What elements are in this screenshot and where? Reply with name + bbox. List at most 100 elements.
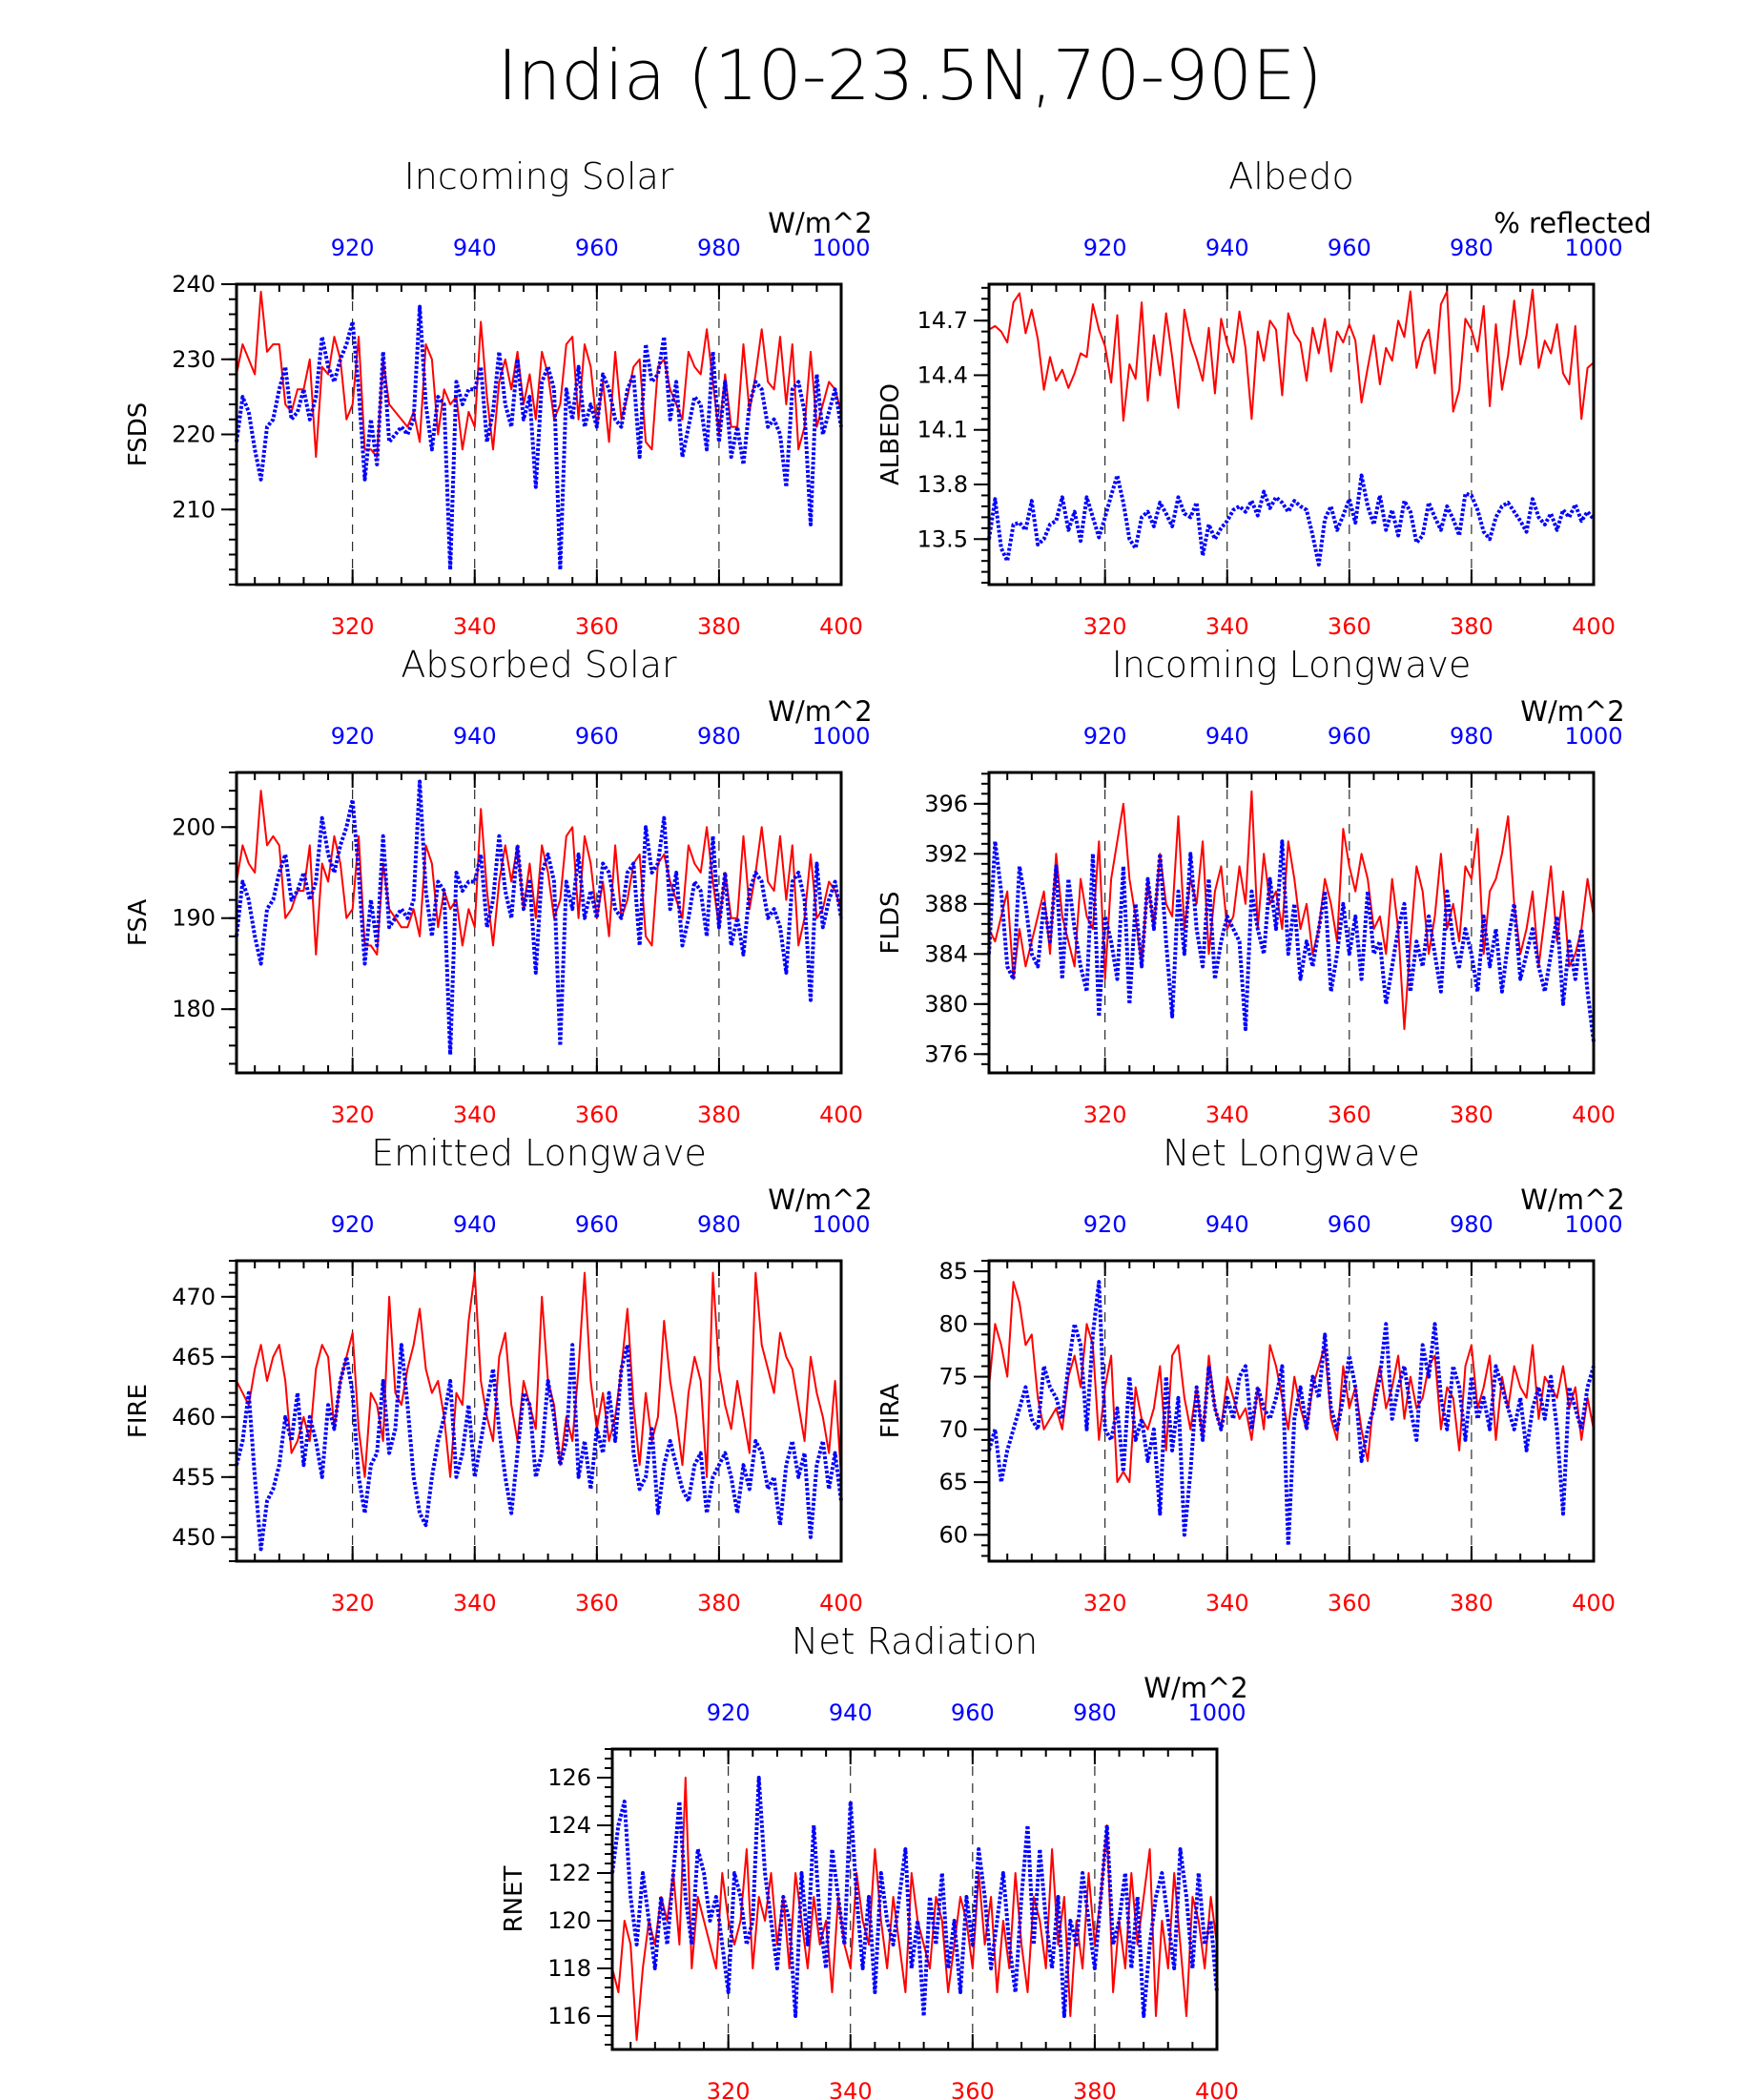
y-axis-label: FIRA <box>876 1384 905 1439</box>
units-label: W/m^2 <box>768 1184 872 1216</box>
x-tick-label: 380 <box>1450 1101 1494 1128</box>
x-top-tick-label: 1000 <box>1187 1699 1246 1726</box>
panel-title: Incoming Longwave <box>1112 644 1472 686</box>
x-tick-label: 380 <box>1450 613 1494 640</box>
x-tick-label: 360 <box>1328 1590 1371 1616</box>
x-top-tick-label: 1000 <box>1564 723 1622 750</box>
x-top-tick-label: 1000 <box>812 1211 870 1238</box>
x-top-tick-label: 960 <box>1328 723 1371 750</box>
x-top-tick-label: 940 <box>453 723 497 750</box>
x-top-tick-label: 980 <box>697 235 741 261</box>
panel-title: Albedo <box>1228 155 1353 197</box>
plot-frame <box>610 1747 1219 2051</box>
x-tick-label: 320 <box>331 1590 375 1616</box>
series-line-red <box>236 290 842 459</box>
series-line-red <box>988 1281 1595 1484</box>
x-tick-label: 320 <box>1083 1101 1127 1128</box>
x-top-tick-label: 920 <box>1083 1211 1127 1238</box>
y-tick-label: 200 <box>172 813 216 840</box>
chart-panel-4: Emitted Longwave W/m^2 320 340 360 380 400 920 9… <box>124 1132 873 1616</box>
series-line-red <box>236 1271 842 1478</box>
y-tick-label: 460 <box>172 1404 216 1431</box>
x-tick-label: 400 <box>1572 1101 1616 1128</box>
x-tick-label: 320 <box>1083 1590 1127 1616</box>
y-axis-label: FIRE <box>124 1384 153 1438</box>
x-top-tick-label: 980 <box>1450 235 1494 261</box>
x-tick-label: 360 <box>575 1590 619 1616</box>
x-top-tick-label: 960 <box>951 1699 995 1726</box>
x-top-tick-label: 920 <box>707 1699 751 1726</box>
units-label: W/m^2 <box>768 695 872 728</box>
series-line-red <box>988 790 1595 1031</box>
x-tick-label: 340 <box>829 2078 873 2100</box>
y-tick-label: 392 <box>924 840 968 867</box>
x-tick-label: 400 <box>819 1101 863 1128</box>
plot-frame <box>235 771 843 1075</box>
y-tick-label: 210 <box>172 496 216 523</box>
x-top-tick-label: 940 <box>1205 1211 1249 1238</box>
y-tick-label: 220 <box>172 422 216 448</box>
x-tick-label: 320 <box>331 1101 375 1128</box>
x-tick-label: 340 <box>453 1590 497 1616</box>
x-tick-label: 400 <box>1572 613 1616 640</box>
chart-panel-0: Incoming Solar W/m^2 320 340 360 380 400 920 940… <box>124 155 873 640</box>
plot-frame <box>235 282 843 587</box>
x-top-tick-label: 940 <box>829 1699 873 1726</box>
y-tick-label: 450 <box>172 1524 216 1551</box>
x-top-tick-label: 920 <box>331 235 375 261</box>
x-top-tick-label: 960 <box>575 723 619 750</box>
y-tick-label: 13.5 <box>917 525 968 552</box>
x-tick-label: 380 <box>697 613 741 640</box>
units-label: % reflected <box>1494 207 1652 239</box>
x-top-tick-label: 980 <box>697 723 741 750</box>
x-top-tick-label: 960 <box>1328 1211 1371 1238</box>
x-top-tick-label: 980 <box>697 1211 741 1238</box>
x-tick-label: 340 <box>453 1101 497 1128</box>
x-top-tick-label: 980 <box>1073 1699 1117 1726</box>
series-line-red <box>988 288 1595 422</box>
y-axis-label: RNET <box>500 1865 528 1932</box>
units-label: W/m^2 <box>1143 1672 1247 1704</box>
panels: Incoming Solar W/m^2 320 340 360 380 400 920 940… <box>124 155 1652 2100</box>
y-tick-label: 75 <box>938 1364 968 1390</box>
y-tick-label: 120 <box>547 1907 591 1934</box>
chart-panel-6: Net Radiation W/m^2 320 340 360 380 400 920 940 9… <box>500 1620 1248 2100</box>
x-top-tick-label: 940 <box>1205 723 1249 750</box>
x-tick-label: 380 <box>1450 1590 1494 1616</box>
x-top-tick-label: 920 <box>331 723 375 750</box>
panel-title: Incoming Solar <box>404 155 674 197</box>
chart-panel-3: Incoming Longwave W/m^2 320 340 360 380 400 920… <box>876 644 1625 1128</box>
y-tick-label: 180 <box>172 996 216 1022</box>
x-tick-label: 360 <box>575 1101 619 1128</box>
y-tick-label: 455 <box>172 1464 216 1491</box>
x-top-tick-label: 960 <box>575 1211 619 1238</box>
x-tick-label: 340 <box>453 613 497 640</box>
y-tick-label: 470 <box>172 1284 216 1310</box>
chart-panel-5: Net Longwave W/m^2 320 340 360 380 400 920 940 96… <box>876 1132 1625 1616</box>
y-tick-label: 126 <box>547 1764 591 1791</box>
series-line-blue <box>235 1343 843 1552</box>
x-tick-label: 340 <box>1205 1101 1249 1128</box>
y-tick-label: 80 <box>938 1310 968 1337</box>
x-top-tick-label: 980 <box>1450 723 1494 750</box>
x-top-tick-label: 1000 <box>812 235 870 261</box>
figure-title: India (10-23.5N,70-90E) <box>497 35 1322 115</box>
x-tick-label: 400 <box>1195 2078 1239 2100</box>
x-top-tick-label: 940 <box>1205 235 1249 261</box>
y-tick-label: 384 <box>924 940 968 967</box>
y-tick-label: 124 <box>547 1812 591 1839</box>
x-tick-label: 400 <box>819 1590 863 1616</box>
x-top-tick-label: 1000 <box>1564 1211 1622 1238</box>
x-tick-label: 380 <box>1073 2078 1117 2100</box>
y-tick-label: 14.4 <box>917 361 968 388</box>
y-tick-label: 396 <box>924 791 968 817</box>
series-line-blue <box>235 779 843 1057</box>
panel-title: Net Radiation <box>792 1620 1038 1662</box>
x-top-tick-label: 940 <box>453 235 497 261</box>
y-tick-label: 380 <box>924 991 968 1018</box>
panel-title: Absorbed Solar <box>401 644 677 686</box>
plot-frame <box>235 1259 843 1563</box>
x-top-tick-label: 980 <box>1450 1211 1494 1238</box>
x-tick-label: 340 <box>1205 613 1249 640</box>
plot-frame <box>987 1259 1596 1563</box>
